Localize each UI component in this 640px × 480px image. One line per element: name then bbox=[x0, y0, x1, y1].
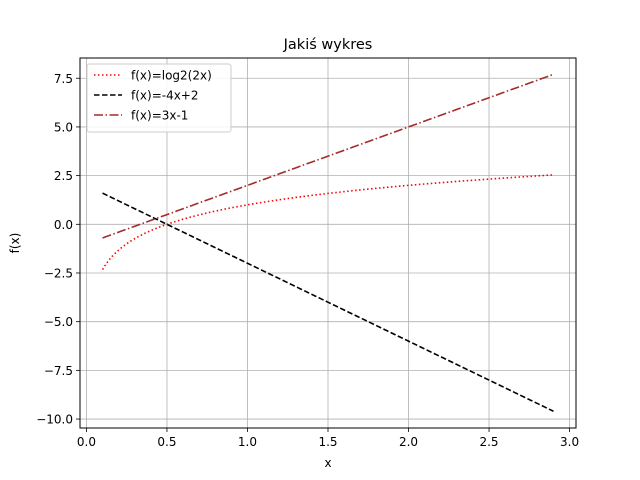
series-line-3 bbox=[102, 73, 554, 239]
y-tick-label: 2.5 bbox=[54, 169, 73, 183]
legend-label-1: f(x)=log2(2x) bbox=[131, 69, 212, 83]
chart-title: Jakiś wykres bbox=[283, 37, 373, 53]
x-tick-label: 1.0 bbox=[238, 435, 257, 449]
y-tick-label: −7.5 bbox=[44, 364, 73, 378]
legend-box bbox=[86, 63, 232, 133]
x-tick-label: 0.5 bbox=[157, 435, 176, 449]
y-tick-label: 5.0 bbox=[54, 120, 73, 134]
y-axis: −10.0 −7.5 −5.0 −2.5 0.0 2.5 5.0 7.5 bbox=[36, 72, 80, 427]
legend-label-3: f(x)=3x-1 bbox=[131, 109, 188, 123]
x-tick-label: 2.5 bbox=[479, 435, 498, 449]
x-tick-label: 0.0 bbox=[77, 435, 96, 449]
y-tick-label: −10.0 bbox=[36, 413, 73, 427]
y-axis-label: f(x) bbox=[8, 233, 22, 254]
legend: f(x)=log2(2x) f(x)=-4x+2 f(x)=3x-1 bbox=[86, 63, 232, 133]
y-tick-label: −5.0 bbox=[44, 315, 73, 329]
x-tick-label: 1.5 bbox=[318, 435, 337, 449]
series-line-2 bbox=[102, 192, 554, 412]
plot-lines bbox=[101, 73, 554, 412]
x-tick-label: 3.0 bbox=[560, 435, 579, 449]
y-tick-label: 0.0 bbox=[54, 218, 73, 232]
grid bbox=[80, 58, 576, 428]
x-axis-label: x bbox=[324, 456, 331, 470]
y-tick-label: 7.5 bbox=[54, 72, 73, 86]
x-axis: 0.0 0.5 1.0 1.5 2.0 2.5 3.0 bbox=[77, 428, 579, 449]
x-tick-label: 2.0 bbox=[399, 435, 418, 449]
legend-label-2: f(x)=-4x+2 bbox=[131, 89, 199, 103]
y-tick-label: −2.5 bbox=[44, 266, 73, 280]
series-line-1 bbox=[101, 174, 554, 270]
